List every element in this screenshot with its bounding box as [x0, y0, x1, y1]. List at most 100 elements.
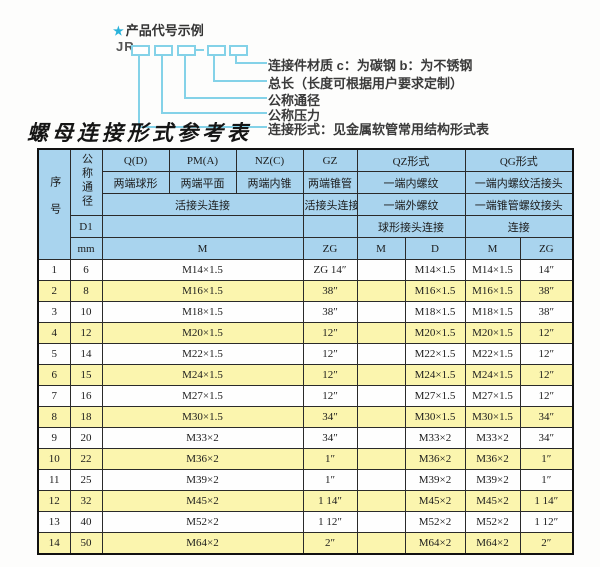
cell-qg-m: M52×2 [464, 511, 521, 533]
cell-dn: 16 [69, 385, 103, 407]
cell-qz-d: M14×1.5 [404, 259, 466, 281]
cell-gz: 2″ [302, 532, 358, 555]
cell-dn: 40 [69, 511, 103, 533]
cell-qg-zg: 34″ [519, 427, 574, 449]
header-col-qg: QG形式 [464, 148, 574, 172]
callout-label-connection: 连接形式：见金属软管常用结构形式表 [268, 122, 490, 137]
header-qg-m-label: M [464, 237, 521, 260]
header-qg-desc2: 一端锥管螺纹接头 [464, 193, 574, 216]
cell-dn: 22 [69, 448, 103, 470]
cell-seq: 2 [37, 280, 71, 302]
cell-qz-d: M52×2 [404, 511, 466, 533]
cell-qz-m [356, 469, 406, 491]
header-qg-conn: 连接 [464, 215, 574, 238]
header-d1: D1 [69, 215, 103, 238]
header-mm: mm [69, 237, 103, 260]
header-empty-gz [302, 215, 358, 238]
cell-seq: 4 [37, 322, 71, 344]
nut-connection-reference-table: 序号 公称通径 Q(D) PM(A) NZ(C) GZ QZ形式 QG形式 两端… [37, 148, 575, 555]
cell-qz-d: M64×2 [404, 532, 466, 555]
callout-label-diameter: 公称通径 [268, 93, 321, 108]
cell-qg-zg: 1″ [519, 469, 574, 491]
cell-qg-m: M64×2 [464, 532, 521, 555]
header-row-5: mm M ZG M D M ZG [38, 237, 574, 260]
cell-qg-m: M27×1.5 [464, 385, 521, 407]
cell-qg-m: M30×1.5 [464, 406, 521, 428]
cell-seq: 3 [37, 301, 71, 323]
cell-m: M16×1.5 [101, 280, 304, 302]
cell-qz-m [356, 532, 406, 555]
table-row: 1 6 M14×1.5 ZG 14″ M14×1.5 M14×1.5 14″ [37, 259, 574, 281]
table-row: 2 8 M16×1.5 38″ M16×1.5 M16×1.5 38″ [37, 280, 574, 302]
cell-m: M45×2 [101, 490, 304, 512]
diagram-heading: ★ 产品代号示例 [113, 20, 204, 39]
cell-qg-zg: 1 14″ [519, 490, 574, 512]
code-box-3 [177, 45, 196, 56]
cell-gz: 12″ [302, 322, 358, 344]
cell-gz: 1″ [302, 448, 358, 470]
cell-dn: 20 [69, 427, 103, 449]
cell-gz: 12″ [302, 385, 358, 407]
cell-qg-m: M14×1.5 [464, 259, 521, 281]
header-nz-desc: 两端内锥 [235, 171, 304, 194]
header-gz-conn: 活接头连接 [302, 193, 358, 216]
cell-m: M27×1.5 [101, 385, 304, 407]
header-qz-m-label: M [356, 237, 406, 260]
cell-dn: 10 [69, 301, 103, 323]
code-box-1 [131, 45, 150, 56]
cell-qg-zg: 12″ [519, 385, 574, 407]
diagram-heading-text: 产品代号示例 [125, 23, 204, 38]
cell-qg-zg: 12″ [519, 322, 574, 344]
table-header: 序号 公称通径 Q(D) PM(A) NZ(C) GZ QZ形式 QG形式 两端… [37, 148, 574, 260]
cell-qz-m [356, 427, 406, 449]
cell-qg-zg: 38″ [519, 280, 574, 302]
table-row: 12 32 M45×2 1 14″ M45×2 M45×2 1 14″ [37, 490, 574, 512]
cell-gz: 1 14″ [302, 490, 358, 512]
cell-qz-d: M20×1.5 [404, 322, 466, 344]
table-body: 1 6 M14×1.5 ZG 14″ M14×1.5 M14×1.5 14″ 2 8 M16×1… [37, 259, 574, 555]
table-row: 10 22 M36×2 1″ M36×2 M36×2 1″ [37, 448, 574, 470]
header-row-1: 序号 公称通径 Q(D) PM(A) NZ(C) GZ QZ形式 QG形式 [37, 148, 574, 260]
cell-m: M18×1.5 [101, 301, 304, 323]
code-prefix: JR [116, 39, 135, 54]
cell-gz: 34″ [302, 427, 358, 449]
header-gz-desc: 两端锥管 [302, 171, 358, 194]
cell-qz-d: M24×1.5 [404, 364, 466, 386]
cell-qg-m: M36×2 [464, 448, 521, 470]
header-qg-zg-label: ZG [519, 237, 574, 260]
cell-gz: 34″ [302, 406, 358, 428]
cell-qz-m [356, 259, 406, 281]
cell-dn: 14 [69, 343, 103, 365]
cell-qz-m [356, 448, 406, 470]
table-row: 13 40 M52×2 1 12″ M52×2 M52×2 1 12″ [37, 511, 574, 533]
cell-qz-m [356, 364, 406, 386]
cell-dn: 12 [69, 322, 103, 344]
header-row-2: 两端球形 两端平面 两端内锥 两端锥管 一端内螺纹 一端内螺纹活接头 [38, 171, 574, 194]
callout-label-material: 连接件材质 c：为碳钢 b：为不锈钢 [268, 58, 473, 73]
callout-line-3 [184, 54, 267, 99]
cell-qg-m: M33×2 [464, 427, 521, 449]
code-box-5 [229, 45, 248, 56]
cell-m: M39×2 [101, 469, 304, 491]
cell-seq: 5 [37, 343, 71, 365]
cell-dn: 50 [69, 532, 103, 555]
cell-qz-d: M45×2 [404, 490, 466, 512]
table-row: 4 12 M20×1.5 12″ M20×1.5 M20×1.5 12″ [37, 322, 574, 344]
cell-qg-zg: 12″ [519, 343, 574, 365]
header-qz-desc2: 一端外螺纹 [356, 193, 466, 216]
cell-qz-m [356, 406, 406, 428]
cell-qz-m [356, 343, 406, 365]
cell-qz-d: M30×1.5 [404, 406, 466, 428]
star-icon: ★ [113, 24, 124, 38]
cell-m: M36×2 [101, 448, 304, 470]
code-box-4 [207, 45, 226, 56]
table-row: 14 50 M64×2 2″ M64×2 M64×2 2″ [37, 532, 574, 555]
callout-line-1 [235, 54, 267, 64]
cell-qz-d: M16×1.5 [404, 280, 466, 302]
header-seq: 序号 [37, 148, 71, 260]
cell-seq: 12 [37, 490, 71, 512]
header-zg-label: ZG [302, 237, 358, 260]
cell-qz-d: M27×1.5 [404, 385, 466, 407]
header-col-pm: PM(A) [168, 148, 237, 172]
cell-qg-m: M24×1.5 [464, 364, 521, 386]
